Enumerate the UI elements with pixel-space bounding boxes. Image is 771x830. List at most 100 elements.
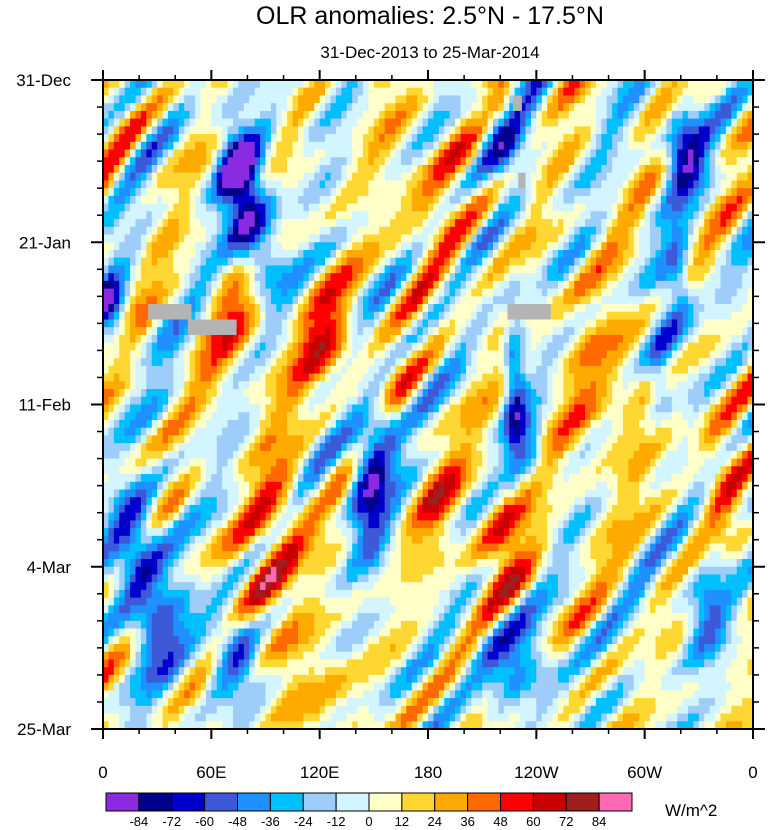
heatmap-cell <box>514 249 521 259</box>
heatmap-cell <box>287 203 294 212</box>
heatmap-cell <box>146 164 153 174</box>
heatmap-cell <box>189 381 196 390</box>
heatmap-cell <box>384 141 391 151</box>
heatmap-cell <box>493 396 500 406</box>
heatmap-cell <box>438 319 445 328</box>
heatmap-cell <box>736 334 743 344</box>
heatmap-cell <box>243 219 250 228</box>
heatmap-cell <box>222 265 229 274</box>
heatmap-cell <box>650 257 657 267</box>
heatmap-cell <box>666 164 673 174</box>
heatmap-cell <box>747 126 754 135</box>
heatmap-cell <box>227 188 234 197</box>
heatmap-cell <box>601 164 608 174</box>
heatmap-cell <box>612 327 619 336</box>
heatmap-cell <box>590 273 597 282</box>
heatmap-cell <box>103 226 110 236</box>
heatmap-cell <box>162 172 169 182</box>
heatmap-cell <box>379 234 386 243</box>
heatmap-cell <box>568 95 575 104</box>
heatmap-cell <box>308 304 315 313</box>
heatmap-cell <box>119 219 126 228</box>
heatmap-cell <box>124 172 131 182</box>
heatmap-cell <box>168 365 175 375</box>
heatmap-cell <box>644 157 651 166</box>
heatmap-cell <box>222 211 229 220</box>
heatmap-cell <box>314 311 321 321</box>
heatmap-cell <box>650 195 657 205</box>
heatmap-cell <box>200 234 207 243</box>
heatmap-cell <box>644 296 651 305</box>
heatmap-cell <box>541 242 548 251</box>
heatmap-cell <box>677 280 684 290</box>
heatmap-cell <box>298 211 305 220</box>
heatmap-cell <box>639 304 646 313</box>
heatmap-cell <box>390 188 397 197</box>
heatmap-cell <box>709 80 716 89</box>
heatmap-cell <box>124 195 131 205</box>
heatmap-cell <box>292 219 299 228</box>
heatmap-cell <box>287 234 294 243</box>
heatmap-cell <box>628 126 635 135</box>
heatmap-cell <box>536 103 543 112</box>
heatmap-cell <box>671 327 678 336</box>
heatmap-cell <box>558 257 565 267</box>
heatmap-cell <box>455 234 462 243</box>
heatmap-cell <box>514 203 521 212</box>
heatmap-cell <box>438 103 445 112</box>
heatmap-cell <box>693 358 700 367</box>
heatmap-cell <box>233 87 240 97</box>
heatmap-cell <box>135 249 142 259</box>
heatmap-cell <box>482 149 489 158</box>
heatmap-cell <box>222 358 229 367</box>
heatmap-cell <box>568 304 575 313</box>
heatmap-cell <box>541 288 548 297</box>
heatmap-cell <box>130 149 137 158</box>
heatmap-cell <box>585 265 592 274</box>
heatmap-cell <box>346 273 353 282</box>
heatmap-cell <box>617 80 624 89</box>
heatmap-cell <box>140 342 147 352</box>
heatmap-cell <box>606 157 613 166</box>
heatmap-cell <box>704 226 711 236</box>
heatmap-cell <box>671 381 678 390</box>
heatmap-cell <box>482 273 489 282</box>
heatmap-cell <box>400 87 407 97</box>
heatmap-cell <box>168 327 175 336</box>
heatmap-cell <box>541 203 548 212</box>
heatmap-cell <box>639 234 646 243</box>
heatmap-cell <box>390 319 397 328</box>
heatmap-cell <box>541 265 548 274</box>
heatmap-cell <box>417 172 424 182</box>
heatmap-cell <box>552 242 559 251</box>
heatmap-cell <box>281 334 288 344</box>
heatmap-cell <box>725 280 732 290</box>
heatmap-cell <box>725 296 732 305</box>
heatmap-cell <box>623 103 630 112</box>
heatmap-cell <box>233 219 240 228</box>
heatmap-cell <box>585 172 592 182</box>
heatmap-cell <box>292 334 299 344</box>
heatmap-cell <box>368 164 375 174</box>
heatmap-cell <box>520 342 527 352</box>
heatmap-cell <box>379 358 386 367</box>
heatmap-cell <box>449 219 456 228</box>
heatmap-cell <box>260 350 267 359</box>
heatmap-cell <box>438 195 445 205</box>
heatmap-cell <box>731 188 738 197</box>
heatmap-cell <box>140 80 147 89</box>
heatmap-cell <box>298 249 305 259</box>
heatmap-cell <box>498 342 505 352</box>
heatmap-cell <box>422 242 429 251</box>
heatmap-cell <box>184 327 191 336</box>
heatmap-cell <box>731 141 738 151</box>
heatmap-cell <box>698 327 705 336</box>
heatmap-cell <box>162 381 169 390</box>
heatmap-cell <box>433 280 440 290</box>
heatmap-cell <box>438 242 445 251</box>
heatmap-cell <box>411 203 418 212</box>
heatmap-cell <box>558 319 565 328</box>
heatmap-cell <box>292 211 299 220</box>
heatmap-cell <box>222 195 229 205</box>
heatmap-cell <box>357 327 364 336</box>
